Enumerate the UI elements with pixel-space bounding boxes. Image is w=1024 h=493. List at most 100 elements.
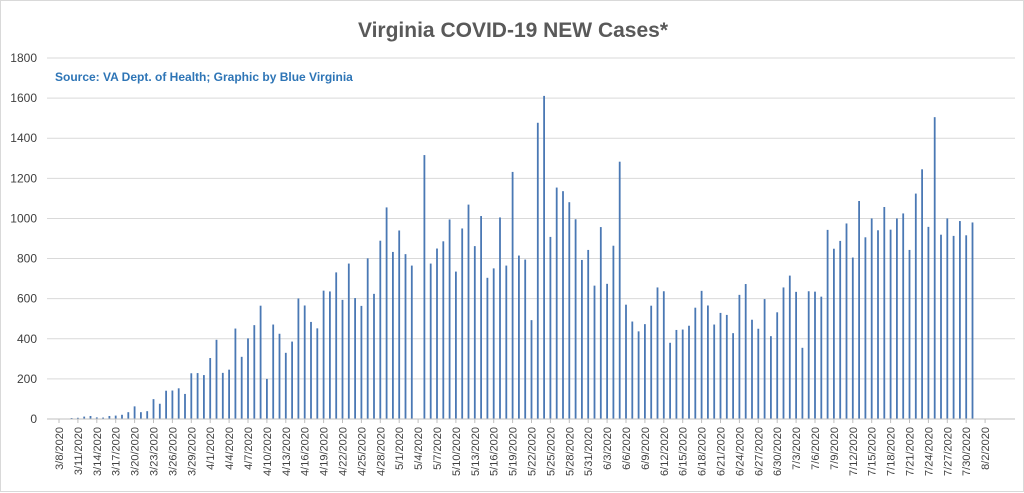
x-tick-label: 4/16/2020 — [300, 427, 312, 476]
bar — [531, 320, 533, 419]
y-tick-label: 1400 — [10, 131, 37, 145]
x-tick-label: 6/18/2020 — [697, 427, 709, 476]
x-tick-label: 4/28/2020 — [375, 427, 387, 476]
y-tick-label: 1800 — [10, 51, 37, 65]
bar — [279, 334, 281, 419]
bar — [739, 295, 741, 419]
bar — [883, 207, 885, 419]
bar — [253, 325, 255, 419]
bar — [776, 312, 778, 419]
x-tick-label: 3/17/2020 — [111, 427, 123, 476]
bar — [625, 305, 627, 419]
bar — [424, 155, 426, 419]
bar — [436, 249, 438, 419]
bar — [392, 252, 394, 419]
x-tick-label: 3/14/2020 — [92, 427, 104, 476]
bar — [701, 291, 703, 419]
bar — [846, 223, 848, 419]
x-tick-label: 3/23/2020 — [149, 427, 161, 476]
x-tick-label: 7/15/2020 — [867, 427, 879, 476]
y-tick-label: 200 — [17, 372, 37, 386]
x-tick-label: 7/12/2020 — [848, 427, 860, 476]
bar — [871, 218, 873, 419]
bar — [487, 278, 489, 419]
bar — [827, 230, 829, 419]
bar — [348, 264, 350, 419]
x-tick-label: 3/11/2020 — [73, 427, 85, 475]
bar — [839, 241, 841, 419]
bar — [940, 235, 942, 419]
bar — [241, 357, 243, 419]
x-tick-label: 6/30/2020 — [772, 427, 784, 476]
y-tick-label: 1000 — [10, 211, 37, 225]
x-tick-label: 3/26/2020 — [167, 427, 179, 476]
bar — [298, 298, 300, 419]
x-tick-label: 7/18/2020 — [886, 427, 898, 476]
bar — [757, 329, 759, 419]
x-tick-label: 5/31/2020 — [583, 427, 595, 476]
bar — [764, 299, 766, 419]
bar — [165, 391, 167, 419]
bar — [946, 218, 948, 419]
bar — [468, 205, 470, 419]
bar — [631, 322, 633, 419]
bar — [474, 246, 476, 419]
bar — [915, 194, 917, 419]
x-tick-label: 6/21/2020 — [716, 427, 728, 476]
bar — [959, 221, 961, 419]
bar — [820, 297, 822, 419]
x-tick-label: 6/24/2020 — [734, 427, 746, 476]
bar — [556, 188, 558, 419]
x-tick-label: 6/15/2020 — [678, 427, 690, 476]
x-tick-label: 5/1/2020 — [394, 427, 406, 470]
x-tick-label: 3/8/2020 — [54, 427, 66, 470]
bar — [745, 284, 747, 419]
bar — [550, 237, 552, 419]
x-tick-label: 7/6/2020 — [810, 427, 822, 470]
bar — [814, 292, 816, 419]
bar — [222, 373, 224, 419]
bar — [972, 222, 974, 419]
bars — [58, 96, 973, 419]
x-tick-label: 5/16/2020 — [489, 427, 501, 476]
bar — [676, 330, 678, 419]
bar — [272, 325, 274, 419]
x-tick-label: 4/22/2020 — [338, 427, 350, 476]
bar — [909, 250, 911, 419]
bar — [537, 123, 539, 419]
bar — [613, 246, 615, 419]
bar — [921, 169, 923, 419]
x-tick-label: 4/25/2020 — [356, 427, 368, 476]
x-tick-label: 6/9/2020 — [640, 427, 652, 470]
bar — [184, 394, 186, 419]
bar — [247, 338, 249, 419]
bar — [335, 272, 337, 419]
y-tick-label: 800 — [17, 252, 37, 266]
x-tick-label: 5/7/2020 — [432, 427, 444, 470]
bar — [877, 230, 879, 419]
bar — [367, 258, 369, 419]
bar — [146, 411, 148, 419]
bar — [581, 260, 583, 419]
x-tick-label: 4/13/2020 — [281, 427, 293, 476]
bar — [663, 291, 665, 419]
bar — [852, 258, 854, 419]
x-tick-label: 5/28/2020 — [564, 427, 576, 476]
bar — [379, 241, 381, 419]
chart-title: Virginia COVID-19 NEW Cases* — [358, 19, 669, 42]
bar — [216, 340, 218, 419]
bar — [682, 330, 684, 419]
bar — [190, 373, 192, 419]
bar — [934, 117, 936, 419]
x-tick-label: 4/19/2020 — [319, 427, 331, 476]
x-tick-label: 8/2/2020 — [980, 427, 992, 470]
bar — [587, 250, 589, 419]
bar — [323, 291, 325, 419]
bar — [524, 260, 526, 419]
bar — [953, 236, 955, 419]
bar — [361, 306, 363, 419]
bar — [430, 264, 432, 419]
x-tick-label: 4/1/2020 — [205, 427, 217, 470]
